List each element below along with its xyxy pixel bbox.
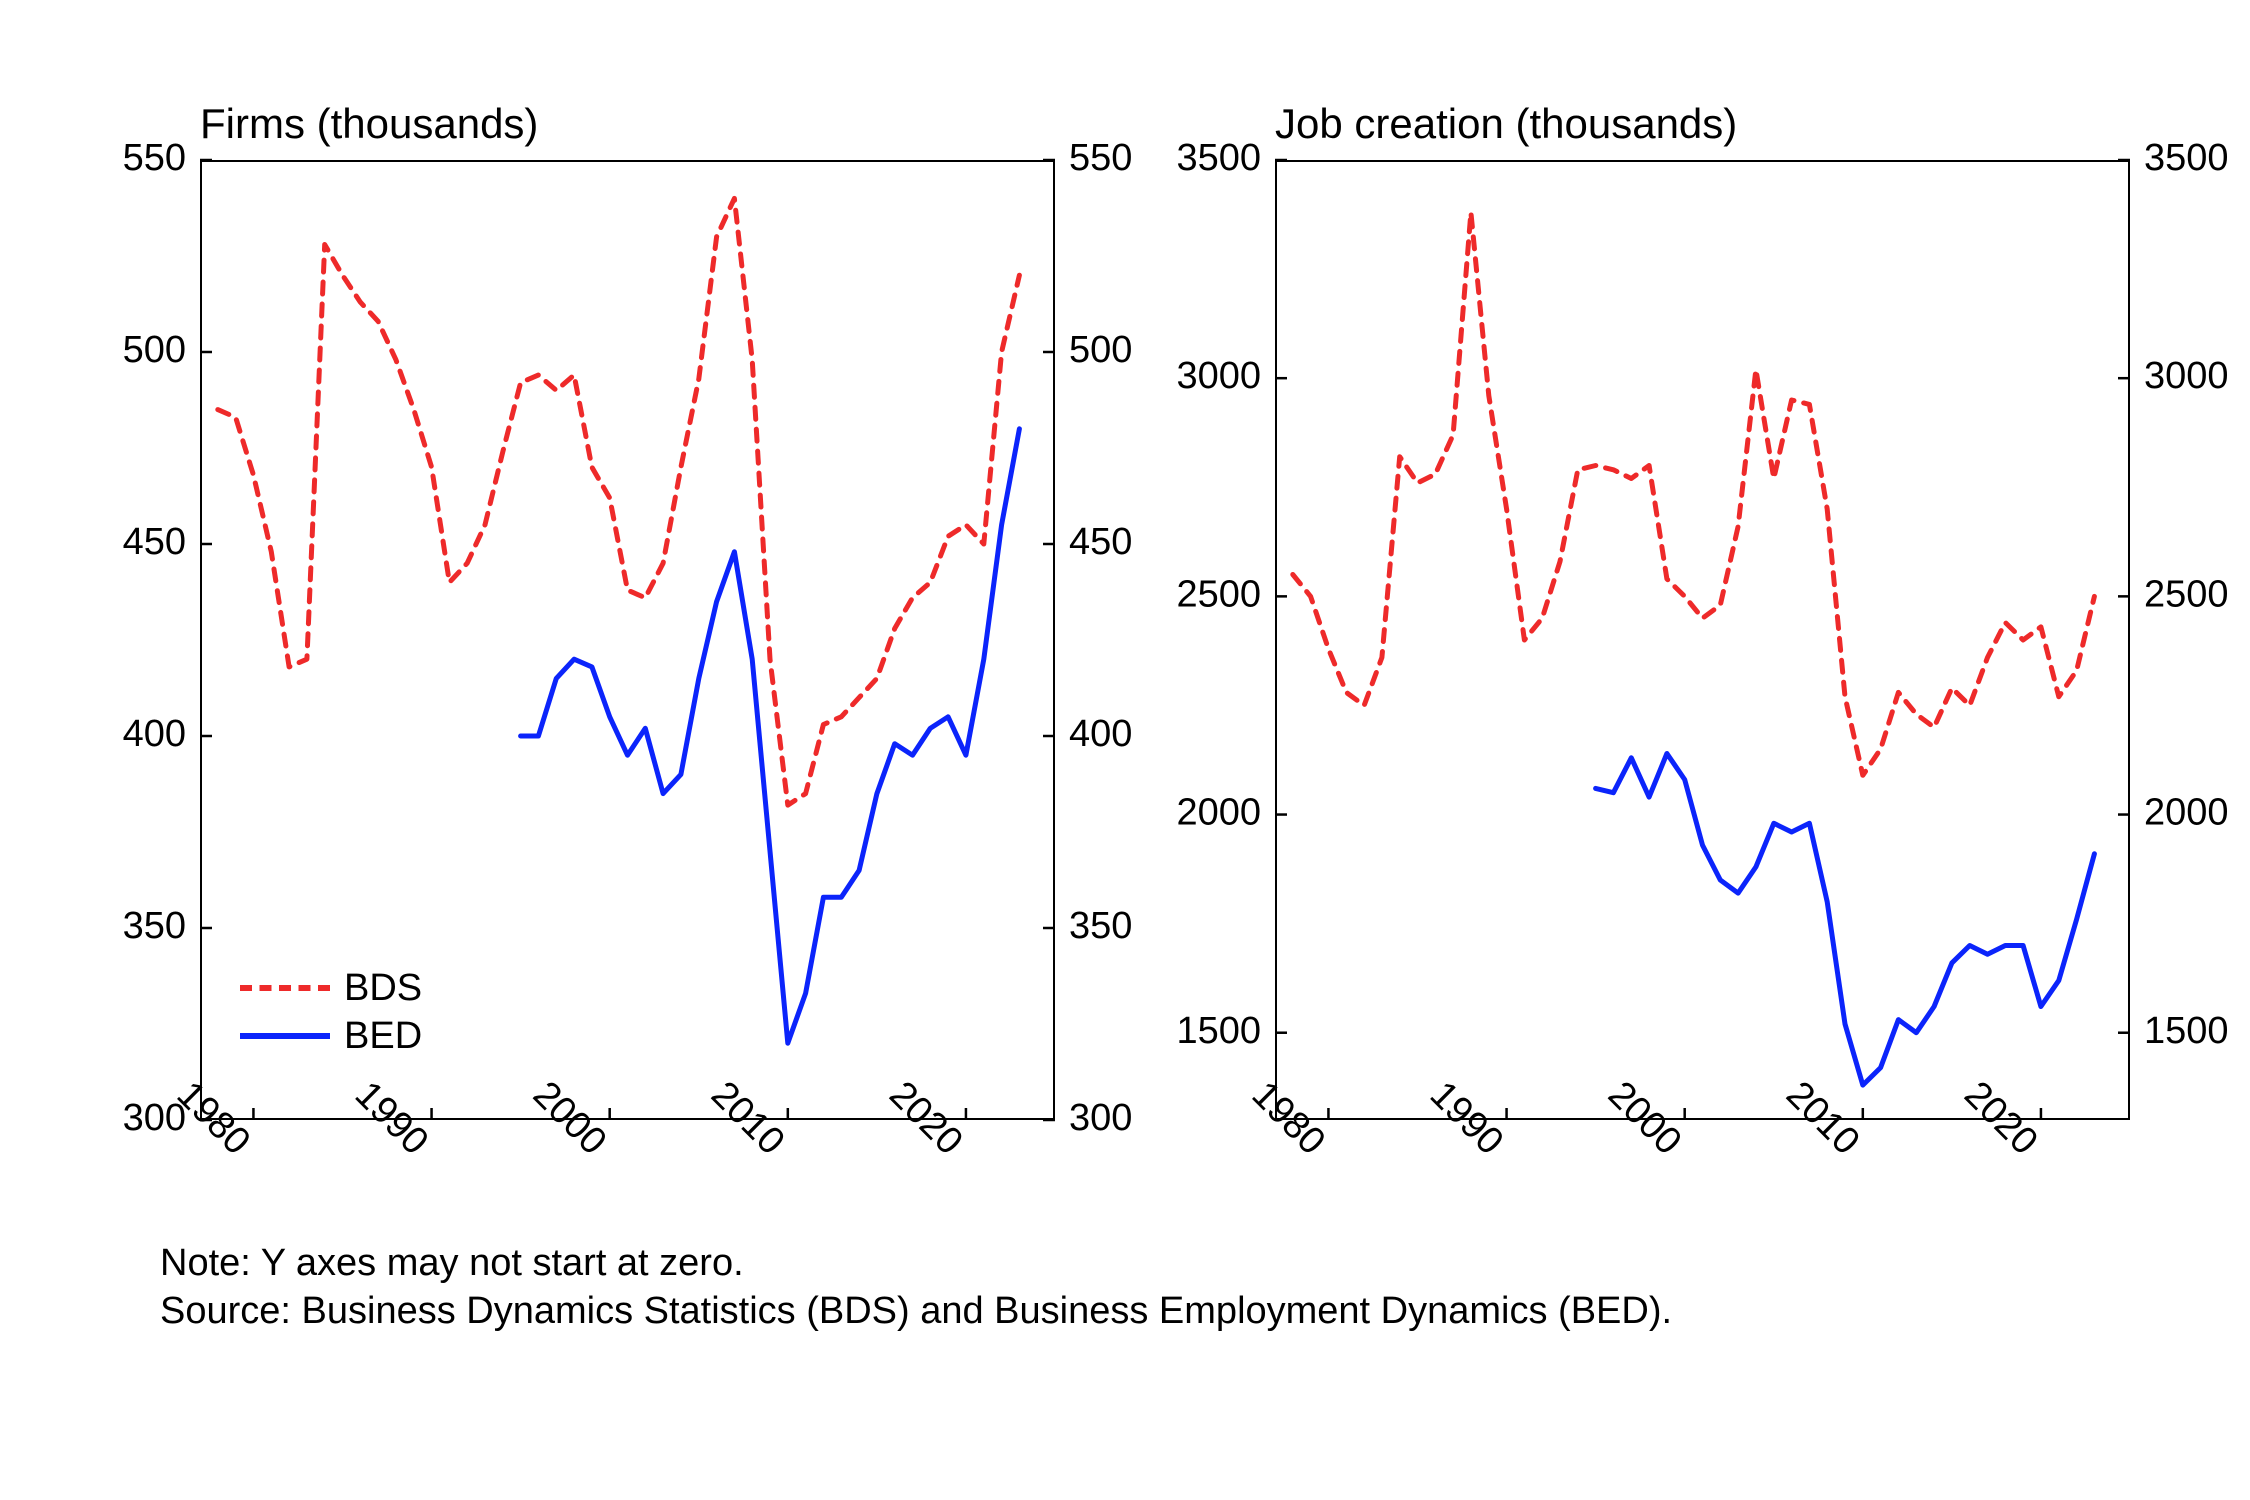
- ytick-label: 1500: [1176, 1010, 1261, 1052]
- legend-item-bed: BED: [240, 1012, 422, 1060]
- panel-title: Firms (thousands): [200, 100, 538, 148]
- note-line: Note: Y axes may not start at zero.: [160, 1240, 1672, 1288]
- ytick-label: 550: [123, 137, 186, 179]
- ytick-label: 450: [1069, 521, 1132, 563]
- panel-jobs: Job creation (thousands) 150015002000200…: [1275, 160, 2130, 1120]
- ytick-label: 3500: [2144, 137, 2229, 179]
- ytick-label: 3000: [2144, 355, 2229, 397]
- ytick-label: 400: [1069, 713, 1132, 755]
- ytick-label: 2500: [2144, 573, 2229, 615]
- ytick-label: 1500: [2144, 1010, 2229, 1052]
- ytick-label: 300: [1069, 1097, 1132, 1139]
- legend-swatch-bds: [240, 985, 330, 991]
- legend-item-bds: BDS: [240, 964, 422, 1012]
- ytick-label: 500: [1069, 329, 1132, 371]
- legend-label: BDS: [344, 967, 422, 1010]
- legend: BDS BED: [240, 964, 422, 1060]
- ytick-label: 450: [123, 521, 186, 563]
- ytick-label: 2000: [2144, 792, 2229, 834]
- figure-notes: Note: Y axes may not start at zero. Sour…: [160, 1240, 1672, 1335]
- figure: Firms (thousands) 3003003503504004004504…: [0, 0, 2250, 1500]
- note-line: Source: Business Dynamics Statistics (BD…: [160, 1288, 1672, 1336]
- ytick-label: 2500: [1176, 573, 1261, 615]
- ytick-label: 500: [123, 329, 186, 371]
- chart-row: Firms (thousands) 3003003503504004004504…: [200, 160, 2130, 1120]
- panel-firms: Firms (thousands) 3003003503504004004504…: [200, 160, 1055, 1120]
- legend-label: BED: [344, 1015, 422, 1058]
- ytick-label: 550: [1069, 137, 1132, 179]
- ytick-label: 3500: [1176, 137, 1261, 179]
- ytick-label: 350: [1069, 905, 1132, 947]
- ytick-label: 2000: [1176, 792, 1261, 834]
- ytick-label: 350: [123, 905, 186, 947]
- panel-title: Job creation (thousands): [1275, 100, 1737, 148]
- legend-swatch-bed: [240, 1033, 330, 1039]
- plot-border: [1275, 160, 2130, 1120]
- ytick-label: 3000: [1176, 355, 1261, 397]
- ytick-label: 400: [123, 713, 186, 755]
